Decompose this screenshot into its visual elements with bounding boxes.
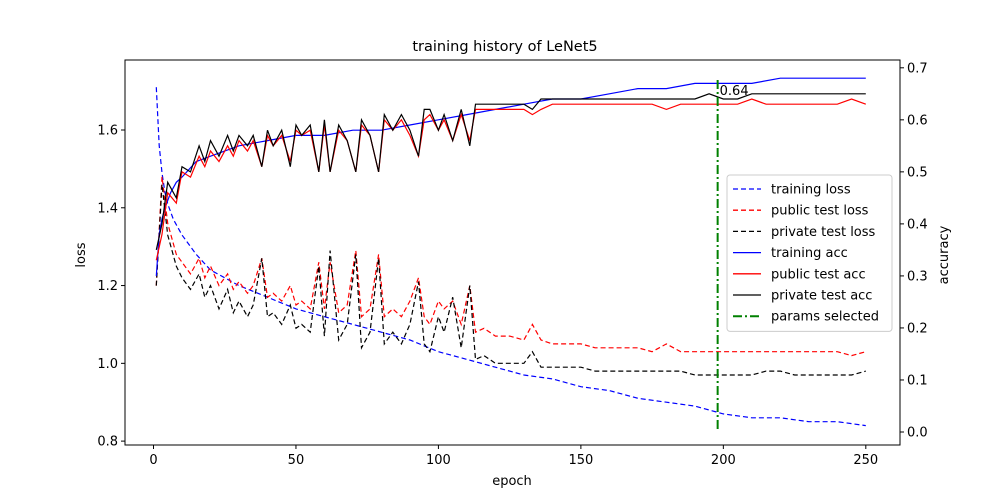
legend-label-params-selected: params selected — [771, 310, 879, 325]
private-test-acc-line — [155, 93, 866, 251]
y-right-tick-label: 0.4 — [907, 217, 928, 232]
x-axis-title: epoch — [492, 474, 532, 489]
y-right-tick-label: 0.5 — [907, 165, 928, 180]
legend-label-training-acc: training acc — [771, 246, 848, 261]
y-axis-right: 0.0 0.1 0.2 0.3 0.4 0.5 0.6 0.7 — [900, 61, 928, 440]
y-right-tick-label: 0.2 — [907, 321, 928, 336]
private-test-loss-line — [155, 184, 866, 376]
chart-title: training history of LeNet5 — [412, 39, 597, 55]
public-test-loss-line — [155, 176, 866, 357]
y-left-tick-label: 1.4 — [97, 201, 118, 216]
x-tick-label: 250 — [853, 453, 878, 468]
y-right-tick-label: 0.3 — [907, 269, 928, 284]
legend-label-private-test-loss: private test loss — [771, 225, 876, 240]
x-tick-label: 200 — [711, 453, 736, 468]
y-axis-left: 0.8 1.0 1.2 1.4 1.6 — [97, 124, 125, 450]
y-left-tick-label: 1.6 — [97, 124, 118, 139]
y-axis-right-title: accuracy — [937, 225, 952, 284]
training-loss-line — [155, 87, 866, 427]
y-right-tick-label: 0.1 — [907, 373, 928, 388]
public-test-acc-line — [155, 98, 867, 261]
legend: training loss public test loss private tes… — [726, 174, 893, 332]
y-axis-left-title: loss — [74, 242, 89, 267]
y-left-tick-label: 1.2 — [97, 279, 118, 294]
legend-label-public-test-acc: public test acc — [771, 267, 866, 282]
x-tick-label: 100 — [426, 453, 451, 468]
plot-frame — [124, 59, 901, 446]
legend-label-training-loss: training loss — [771, 183, 851, 198]
y-right-tick-label: 0.0 — [907, 425, 928, 440]
params-selected-value: 0.64 — [720, 84, 749, 99]
y-left-tick-label: 1.0 — [97, 357, 118, 372]
y-right-tick-label: 0.6 — [907, 113, 928, 128]
y-right-tick-label: 0.7 — [907, 61, 928, 76]
legend-label-private-test-acc: private test acc — [771, 289, 872, 304]
x-tick-label: 0 — [149, 453, 157, 468]
marker-layer: 0.64 — [716, 80, 749, 432]
x-tick-label: 150 — [568, 453, 593, 468]
x-axis: 0 50 100 150 200 250 — [149, 445, 878, 468]
legend-label-public-test-loss: public test loss — [771, 204, 869, 219]
y-left-tick-label: 0.8 — [97, 435, 118, 450]
x-tick-label: 50 — [288, 453, 305, 468]
legend-box — [726, 174, 893, 332]
